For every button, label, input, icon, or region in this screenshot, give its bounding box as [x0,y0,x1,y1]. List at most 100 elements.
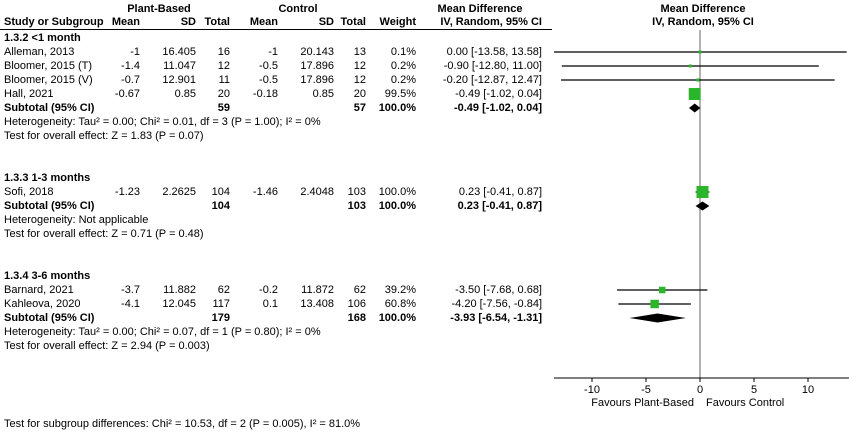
control-sd: 2.4048 [300,186,334,198]
header-group-plant-based: Plant-Based [127,3,191,15]
x-axis-tick-label: -10 [584,384,600,396]
header-divider-line [0,29,552,30]
study-row: Alleman, 2013 -1 16.405 16 -1 20.143 13 0.1% 0.0… [0,46,859,59]
md-ci-value: -0.20 [-12.87, 12.47] [442,74,542,86]
subtotal-row: Subtotal (95% CI) 59 57 100.0% -0.49 [-1.02,… [0,102,859,115]
header-plant-sd: SD [180,16,196,28]
overall-test-row: Test for overall effect: Z = 0.71 (P = 0… [0,228,859,241]
control-mean: -0.5 [259,60,278,72]
plant-sd: 2.2625 [162,186,196,198]
header-control-mean: Mean [249,16,278,28]
md-ci-value: -3.50 [-7.68, 0.68] [455,284,542,296]
x-axis-tick-label: -5 [641,384,651,396]
subtotal-row: Subtotal (95% CI) 104 103 100.0% 0.23 [-0.41… [0,200,859,213]
study-name: Bloomer, 2015 (T) [4,60,93,72]
subtotal-control-total: 168 [347,312,366,324]
study-row: Kahleova, 2020 -4.1 12.045 117 0.1 13.408 106 6… [0,298,859,311]
subtotal-md-ci: 0.23 [-0.41, 0.87] [457,200,542,212]
control-sd: 20.143 [300,46,334,58]
overall-test-note: Test for overall effect: Z = 1.83 (P = 0… [4,130,204,142]
overall-test-row: Test for overall effect: Z = 2.94 (P = 0… [0,340,859,353]
control-total: 103 [347,186,366,198]
study-row: Bloomer, 2015 (T) -1.4 11.047 12 -0.5 17.896 1… [0,60,859,73]
heterogeneity-row: Heterogeneity: Tau² = 0.00; Chi² = 0.07,… [0,326,859,339]
study-name: Hall, 2021 [4,88,54,100]
subgroup-title: 1.3.3 1-3 months [4,172,91,184]
subtotal-weight: 100.0% [378,200,416,212]
control-total: 12 [353,60,366,72]
md-ci-value: 0.23 [-0.41, 0.87] [458,186,542,198]
overall-test-note: Test for overall effect: Z = 0.71 (P = 0… [4,228,204,240]
study-name: Kahleova, 2020 [4,298,81,310]
subgroup-title-row: 1.3.3 1-3 months [0,172,859,185]
control-mean: -0.5 [259,74,278,86]
header-control-total: Total [340,16,366,28]
study-row: Hall, 2021 -0.67 0.85 20 -0.18 0.85 20 99.5% -0.… [0,88,859,101]
control-mean: -0.2 [259,284,278,296]
weight-value: 100.0% [378,186,416,198]
weight-value: 0.1% [390,46,416,58]
control-total: 20 [353,88,366,100]
plant-sd: 0.85 [174,88,196,100]
plant-total: 117 [212,298,230,310]
subtotal-label: Subtotal (95% CI) [4,102,95,114]
plant-mean: -1.4 [121,60,140,72]
heterogeneity-note: Heterogeneity: Tau² = 0.00; Chi² = 0.07,… [4,326,321,338]
subgroup-differences-test: Test for subgroup differences: Chi² = 10… [4,418,361,430]
control-total: 106 [347,298,366,310]
control-sd: 13.408 [300,298,334,310]
plant-total: 62 [217,284,230,296]
plant-mean: -4.1 [121,298,140,310]
subtotal-plant-total: 59 [217,102,230,114]
plant-sd: 12.045 [162,298,196,310]
weight-value: 60.8% [384,298,416,310]
subtotal-label: Subtotal (95% CI) [4,312,95,324]
study-name: Sofi, 2018 [4,186,54,198]
x-axis-tick-label: 5 [751,384,757,396]
control-mean: -1 [268,46,278,58]
header-plant-mean: Mean [111,16,140,28]
study-row: Bloomer, 2015 (V) -0.7 12.901 11 -0.5 17.896 1… [0,74,859,87]
heterogeneity-note: Heterogeneity: Tau² = 0.00; Chi² = 0.01,… [4,116,321,128]
overall-test-note: Test for overall effect: Z = 2.94 (P = 0… [4,340,210,352]
subtotal-weight: 100.0% [378,312,416,324]
header-ci-method-text: IV, Random, 95% CI [440,16,542,28]
subtotal-control-total: 103 [347,200,366,212]
study-name: Barnard, 2021 [4,284,74,296]
subtotal-md-ci: -0.49 [-1.02, 0.04] [453,102,542,114]
subgroup-title: 1.3.2 <1 month [4,32,81,44]
header-row-groups: Plant-Based Control Mean Difference Mean… [0,3,859,16]
plant-total: 11 [218,74,230,86]
favours-right-label: Favours Control [706,397,784,409]
weight-value: 39.2% [384,284,416,296]
subtotal-plant-total: 179 [211,312,230,324]
md-ci-value: -0.49 [-1.02, 0.04] [455,88,542,100]
header-weight-col: Weight [379,16,416,28]
control-mean: -1.46 [252,186,278,198]
control-mean: 0.1 [262,298,278,310]
md-ci-value: -0.90 [-12.80, 11.00] [443,60,542,72]
plant-mean: -3.7 [121,284,140,296]
favours-left-label: Favours Plant-Based [591,397,694,409]
subtotal-md-ci: -3.93 [-6.54, -1.31] [450,312,542,324]
plant-mean: -0.67 [114,88,140,100]
control-total: 12 [353,74,366,86]
study-name: Alleman, 2013 [4,46,75,58]
subtotal-plant-total: 104 [211,200,230,212]
plant-total: 12 [217,60,230,72]
subtotal-control-total: 57 [353,102,366,114]
weight-value: 0.2% [390,74,416,86]
control-sd: 17.896 [300,74,334,86]
control-sd: 17.896 [300,60,334,72]
plant-sd: 16.405 [162,46,196,58]
heterogeneity-note: Heterogeneity: Not applicable [4,214,149,226]
md-ci-value: -4.20 [-7.56, -0.84] [451,298,543,310]
plant-mean: -1.23 [114,186,140,198]
overall-test-row: Test for overall effect: Z = 1.83 (P = 0… [0,130,859,143]
subgroup-title: 1.3.4 3-6 months [4,270,91,282]
subtotal-weight: 100.0% [378,102,416,114]
subtotal-row: Subtotal (95% CI) 179 168 100.0% -3.93 [-6.5… [0,312,859,325]
plant-mean: -1 [130,46,140,58]
header-plant-total: Total [204,16,230,28]
